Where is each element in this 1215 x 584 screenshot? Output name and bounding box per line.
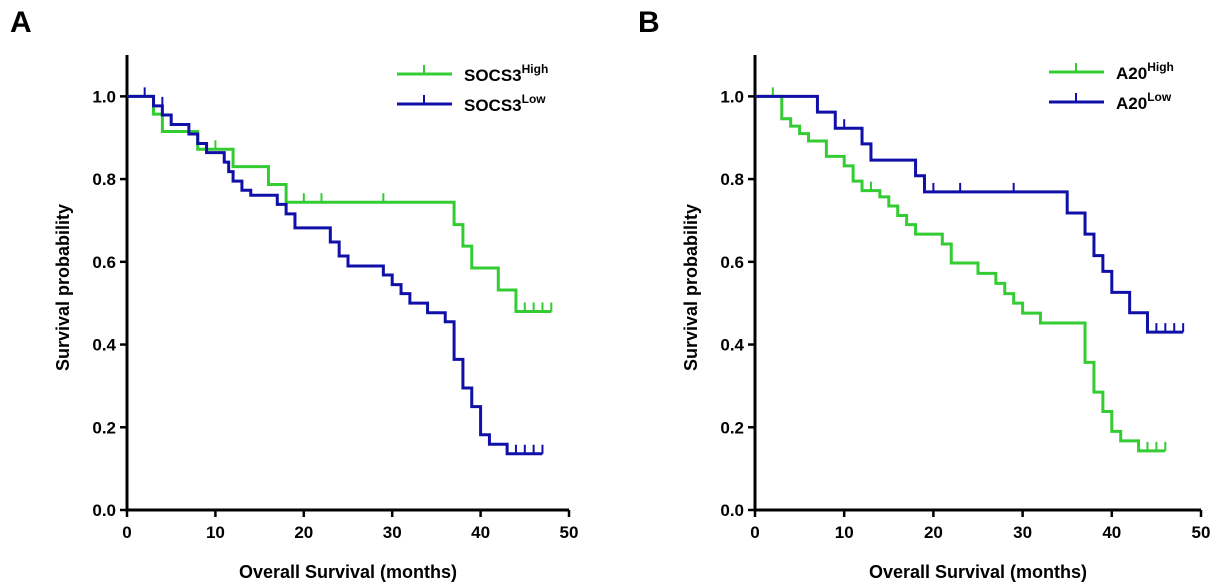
x-tick-label: 0 [122,523,131,542]
x-tick-label: 10 [835,523,854,542]
x-tick-label: 40 [1102,523,1121,542]
x-tick-label: 50 [560,523,579,542]
panel-label: B [638,6,660,39]
x-tick-label: 10 [206,523,225,542]
chart-panel-a: A 0.0 0.2 0.4 0.6 0.8 1.0 0 10 20 30 40 50 Overall S… [0,0,607,584]
x-tick-label: 40 [471,523,490,542]
y-tick-label: 0.6 [720,253,744,272]
x-axis-title: Overall Survival (months) [239,562,457,582]
y-tick-label: 0.0 [720,501,744,520]
survival-chart: 0.0 0.2 0.4 0.6 0.8 1.0 0 10 20 30 40 50 Overall Sur… [681,55,1211,582]
y-tick-label: 0.0 [92,501,116,520]
x-tick-label: 20 [924,523,943,542]
x-tick-label: 30 [1013,523,1032,542]
survival-curve-low [127,94,543,456]
panel-label: A [10,6,32,39]
y-tick-label: 1.0 [92,87,116,106]
survival-curve-low [755,94,1184,334]
legend-label: SOCS3High [464,62,548,85]
y-tick-label: 0.4 [92,336,116,355]
y-axis-title: Survival probability [681,204,701,371]
x-tick-label: 0 [750,523,759,542]
survival-chart: 0.0 0.2 0.4 0.6 0.8 1.0 0 10 20 30 40 50 Overall Sur… [53,55,579,582]
y-tick-label: 1.0 [720,87,744,106]
legend-label: A20High [1116,60,1174,83]
survival-curve-high [127,94,552,313]
y-tick-label: 0.2 [720,418,744,437]
chart-panel-b: B 0.0 0.2 0.4 0.6 0.8 1.0 0 10 20 30 40 50 Overall S… [608,0,1215,584]
legend-label: SOCS3Low [464,92,546,115]
y-axis-title: Survival probability [53,204,73,371]
y-tick-label: 0.2 [92,418,116,437]
x-tick-label: 50 [1192,523,1211,542]
y-tick-label: 0.8 [720,170,744,189]
y-tick-label: 0.6 [92,253,116,272]
survival-curve-high [755,94,1166,453]
x-axis-title: Overall Survival (months) [869,562,1087,582]
x-tick-label: 20 [294,523,313,542]
x-tick-label: 30 [383,523,402,542]
y-tick-label: 0.4 [720,336,744,355]
legend-label: A20Low [1116,90,1172,113]
y-tick-label: 0.8 [92,170,116,189]
